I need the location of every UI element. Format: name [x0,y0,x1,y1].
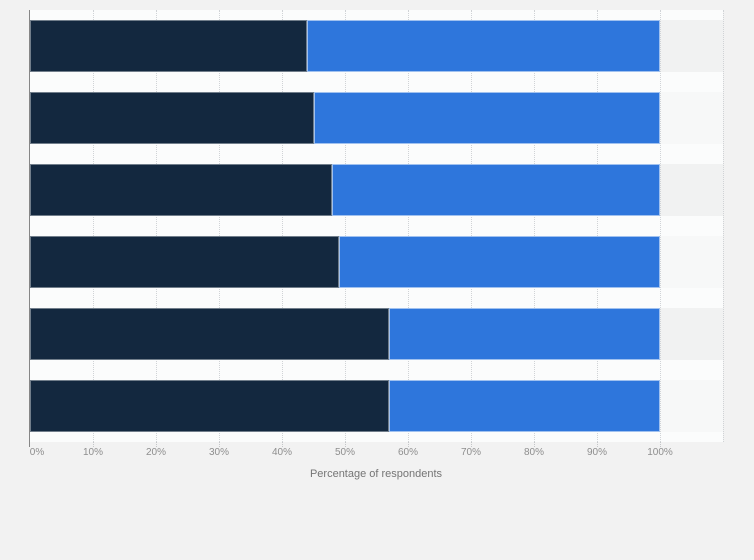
gap-band [30,288,723,308]
bar-row [30,164,723,216]
plot-area [30,10,724,442]
x-tick-label: 40% [271,447,293,458]
bar-segment-blue-segment [338,236,660,288]
gridline [93,10,94,442]
x-tick-label: 0% [29,447,45,458]
x-axis-tick [156,442,157,447]
bar-segment-blue-segment [389,308,660,360]
x-axis-tick [408,442,409,447]
bar-segment-dark-navy-segment [30,164,333,216]
x-tick-label: 50% [334,447,356,458]
x-axis-tick [345,442,346,447]
x-tick-label: 60% [397,447,419,458]
x-axis-tick [471,442,472,447]
x-axis-tick-labels: 0% 10% 20% 30% 40% 50% 60% 70% 80% 90% 100% [0,447,754,459]
bar-segment-blue-segment [313,92,660,144]
bar-segment-dark-navy-segment [30,380,390,432]
x-tick-label: 80% [523,447,545,458]
bar-segment-blue-segment [389,380,660,432]
x-tick-label: 30% [208,447,230,458]
bar-segment-blue-segment [332,164,660,216]
gap-band [30,360,723,380]
x-tick-label: 10% [82,447,104,458]
x-axis-tick [93,442,94,447]
gridline [156,10,157,442]
x-axis-title: Percentage of respondents [309,468,443,480]
bar-row [30,20,723,72]
gridline [471,10,472,442]
gap-band [30,432,723,442]
x-tick-label: 100% [647,447,673,458]
bar-row [30,380,723,432]
bar-row [30,308,723,360]
gridline [534,10,535,442]
x-axis-tick [282,442,283,447]
gridline [597,10,598,442]
x-axis-tick [597,442,598,447]
bar-segment-dark-navy-segment [30,308,390,360]
gap-band [30,10,723,20]
y-axis-line [29,10,30,447]
bar-row [30,236,723,288]
gridline [660,10,661,442]
x-tick-label: 70% [460,447,482,458]
gridline [282,10,283,442]
bar-segment-dark-navy-segment [30,20,308,72]
x-axis-tick [219,442,220,447]
x-axis-tick [534,442,535,447]
gap-band [30,72,723,92]
gridline [408,10,409,442]
bar-segment-dark-navy-segment [30,236,339,288]
bar-row [30,92,723,144]
x-tick-label: 90% [586,447,608,458]
gridline [723,10,724,442]
gap-band [30,144,723,164]
gridline [345,10,346,442]
x-axis-tick [660,442,661,447]
gap-band [30,216,723,236]
gridline [219,10,220,442]
x-tick-label: 20% [145,447,167,458]
bar-segment-dark-navy-segment [30,92,314,144]
bar-segment-blue-segment [307,20,660,72]
